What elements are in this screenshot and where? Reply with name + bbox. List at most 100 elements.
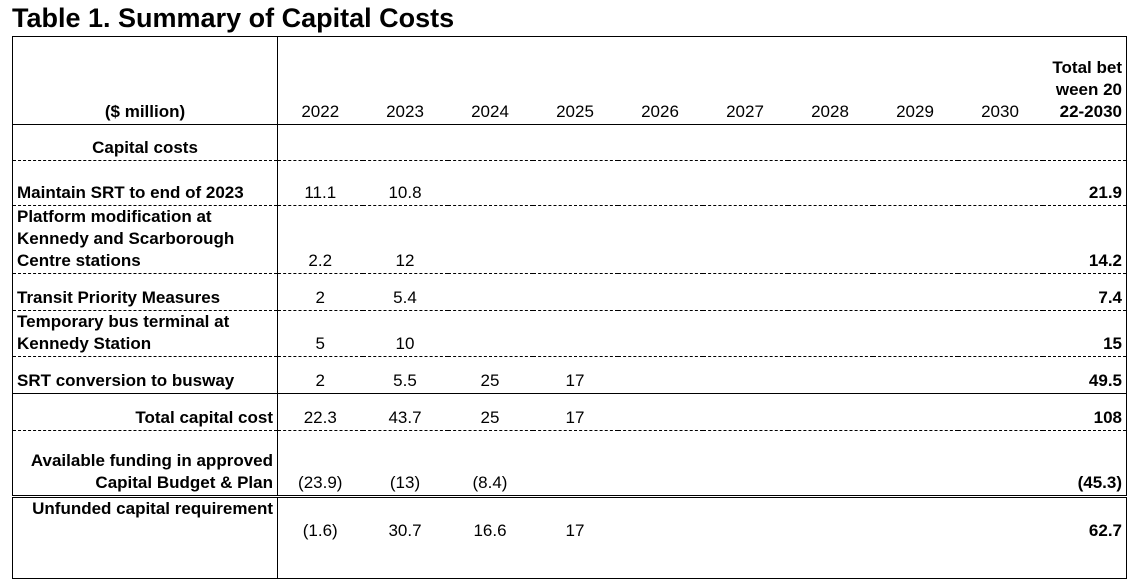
table-row: Available funding in approved Capital Bu… [12, 430, 1127, 497]
table-cell: 108 [1042, 393, 1127, 431]
table-cell [872, 495, 958, 579]
table-cell: 15 [1042, 310, 1127, 357]
table-cell [702, 430, 788, 497]
row-label: Available funding in approved Capital Bu… [12, 430, 278, 497]
table-cell [532, 430, 618, 497]
table-cell: 21.9 [1042, 160, 1127, 206]
table-row: Maintain SRT to end of 2023 11.1 10.8 21.9 [12, 160, 1127, 206]
table-cell [872, 310, 958, 357]
row-label: Unfunded capital requirement [12, 495, 278, 579]
table-cell [872, 430, 958, 497]
table-cell [1042, 124, 1127, 161]
table-row: Capital costs [12, 124, 1127, 161]
table-row: Transit Priority Measures 2 5.4 7.4 [12, 273, 1127, 311]
header-row: ($ million) 2022 2023 2024 2025 2026 2027 2028 2… [12, 36, 1127, 125]
table-cell: 5.4 [362, 273, 448, 311]
table-cell [447, 310, 533, 357]
table-cell [617, 495, 703, 579]
table-cell [617, 160, 703, 206]
table-cell [957, 273, 1043, 311]
table-cell [957, 356, 1043, 394]
table-row: SRT conversion to busway 2 5.5 25 17 49.5 [12, 356, 1127, 394]
table-cell [702, 205, 788, 274]
table-cell [787, 273, 873, 311]
table-cell [787, 393, 873, 431]
row-label: Maintain SRT to end of 2023 [12, 160, 278, 206]
table-cell [872, 124, 958, 161]
column-header: 2022 [277, 36, 363, 125]
table-cell [957, 205, 1043, 274]
table-cell [957, 495, 1043, 579]
table-cell [702, 310, 788, 357]
table-cell [957, 160, 1043, 206]
table-cell: 10 [362, 310, 448, 357]
table-cell: 17 [532, 393, 618, 431]
table-cell: (8.4) [447, 430, 533, 497]
table-cell [787, 356, 873, 394]
table-cell: 7.4 [1042, 273, 1127, 311]
table-cell [872, 356, 958, 394]
table-cell [702, 495, 788, 579]
table-cell: 43.7 [362, 393, 448, 431]
column-header: 2029 [872, 36, 958, 125]
column-header: 2025 [532, 36, 618, 125]
table-cell [702, 124, 788, 161]
table-cell: 5 [277, 310, 363, 357]
table-cell: 10.8 [362, 160, 448, 206]
table-cell [447, 124, 533, 161]
table-cell: (13) [362, 430, 448, 497]
table-cell: 2 [277, 356, 363, 394]
table-cell [787, 310, 873, 357]
table-cell [872, 273, 958, 311]
table-cell [872, 205, 958, 274]
table-cell [617, 310, 703, 357]
table-cell: 49.5 [1042, 356, 1127, 394]
table-cell [532, 205, 618, 274]
table-title: Table 1. Summary of Capital Costs [12, 3, 455, 33]
table-cell: (45.3) [1042, 430, 1127, 497]
table-cell: 25 [447, 393, 533, 431]
table-cell: 25 [447, 356, 533, 394]
table-cell: 17 [532, 356, 618, 394]
table-cell: 30.7 [362, 495, 448, 579]
table-cell [957, 393, 1043, 431]
table-cell [617, 430, 703, 497]
unit-header: ($ million) [12, 36, 278, 125]
table-cell [277, 124, 363, 161]
table-cell [957, 124, 1043, 161]
table-cell [702, 160, 788, 206]
table-cell [702, 393, 788, 431]
table-cell: 11.1 [277, 160, 363, 206]
table-cell [617, 124, 703, 161]
table-cell: 22.3 [277, 393, 363, 431]
table-cell [957, 430, 1043, 497]
table-row: Unfunded capital requirement (1.6) 30.7 16.… [12, 495, 1127, 579]
row-label: Total capital cost [12, 393, 278, 431]
column-header: Total between 2022-2030 [1042, 36, 1127, 125]
table-row: Platform modification at Kennedy and Sca… [12, 205, 1127, 274]
table-cell [617, 273, 703, 311]
table-cell [617, 393, 703, 431]
table-cell [787, 495, 873, 579]
table-cell [787, 430, 873, 497]
row-label: Platform modification at Kennedy and Sca… [12, 205, 278, 274]
table-cell [872, 393, 958, 431]
table-cell [447, 273, 533, 311]
table-cell [532, 310, 618, 357]
column-header: 2027 [702, 36, 788, 125]
table-cell: 12 [362, 205, 448, 274]
capital-costs-table: ($ million) 2022 2023 2024 2025 2026 2027 2028 2… [12, 36, 1127, 579]
row-label: Capital costs [12, 124, 278, 161]
table-cell: 14.2 [1042, 205, 1127, 274]
table-cell: (23.9) [277, 430, 363, 497]
table-cell [532, 160, 618, 206]
table-cell [447, 160, 533, 206]
table-cell: (1.6) [277, 495, 363, 579]
table-cell [532, 273, 618, 311]
table-cell: 2.2 [277, 205, 363, 274]
table-cell: 17 [532, 495, 618, 579]
table-cell [872, 160, 958, 206]
table-cell [787, 160, 873, 206]
column-header: 2023 [362, 36, 448, 125]
